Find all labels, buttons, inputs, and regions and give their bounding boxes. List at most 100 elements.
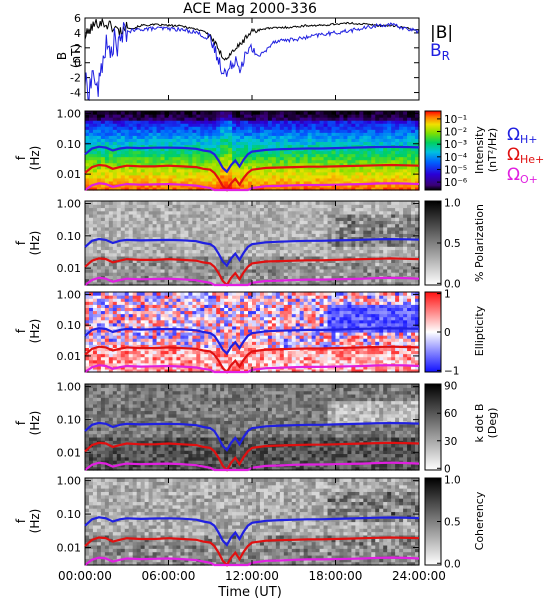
spectrogram-cell — [395, 153, 400, 158]
spectrogram-cell — [168, 275, 174, 280]
spectrogram-cell — [248, 111, 253, 115]
spectrogram-cell — [144, 341, 150, 345]
spectrogram-cell — [104, 239, 110, 244]
spectrogram-cell — [415, 165, 420, 170]
spectrogram-cell — [92, 159, 98, 164]
spectrogram-cell — [220, 213, 225, 218]
spectrogram-cell — [85, 335, 90, 339]
spectrogram-cell — [85, 156, 90, 161]
spectrogram-cell — [128, 186, 134, 191]
spectrogram-cell — [120, 249, 126, 254]
spectrogram-cell — [88, 310, 94, 315]
spectrogram-cell — [383, 126, 388, 130]
spectrogram-cell — [279, 135, 285, 139]
spectrogram-cell — [152, 162, 158, 167]
spectrogram-cell — [120, 319, 126, 324]
spectrogram-cell — [391, 268, 396, 273]
spectrogram-cell — [255, 147, 261, 152]
spectrogram-cell — [124, 328, 130, 333]
spectrogram-cell — [240, 162, 245, 167]
spectrogram-cell — [124, 233, 130, 238]
spectrogram-cell — [359, 268, 364, 273]
spectrogram-cell — [387, 265, 392, 270]
spectrogram-cell — [116, 338, 122, 342]
spectrogram-cell — [200, 186, 205, 191]
spectrogram-cell — [407, 156, 412, 161]
spectrogram-cell — [307, 268, 313, 273]
spectrogram-cell — [136, 275, 142, 280]
spectrogram-cell — [204, 265, 209, 270]
spectrogram-cell — [343, 129, 349, 133]
spectrogram-cell — [85, 275, 90, 280]
spectrogram-cell — [152, 249, 158, 254]
spectrogram-cell — [88, 341, 94, 345]
spectrogram-cell — [399, 123, 404, 127]
spectrogram-cell — [148, 316, 154, 321]
spectrogram-cell — [156, 281, 162, 286]
spectrogram-cell — [136, 141, 142, 146]
spectrogram-cell — [311, 210, 317, 215]
spectrogram-cell — [367, 262, 372, 267]
spectrogram-cell — [415, 239, 420, 244]
spectrogram-cell — [331, 132, 337, 136]
spectrogram-cell — [132, 204, 138, 209]
spectrogram-cell — [152, 275, 158, 280]
spectrogram-cell — [88, 135, 94, 139]
spectrogram-cell — [208, 207, 213, 212]
spectrogram-cell — [128, 144, 134, 149]
spectrogram-cell — [172, 204, 178, 209]
spectrogram-cell — [112, 249, 118, 254]
spectrogram-cell — [112, 180, 118, 185]
spectrogram-cell — [407, 239, 412, 244]
spectrogram-cell — [112, 174, 118, 179]
spectrogram-cell — [208, 147, 213, 152]
spectrogram-cell — [255, 259, 261, 263]
spectrogram-cell — [85, 328, 90, 333]
spectrogram-cell — [323, 220, 329, 225]
spectrogram-cell — [347, 226, 353, 231]
spectrogram-cell — [327, 132, 333, 136]
spectrogram-cell — [108, 368, 114, 373]
spectrogram-cell — [244, 135, 249, 139]
spectrogram-cell — [259, 162, 265, 167]
spectrogram-cell — [232, 144, 237, 149]
spectrogram-cell — [228, 281, 233, 286]
freq-tick-label: 0.10 — [57, 138, 82, 151]
spectrogram-cell — [120, 226, 126, 231]
bfield-ylabel-2: (nT) — [69, 44, 83, 68]
spectrogram-cell — [259, 186, 265, 191]
spectrogram-cell — [224, 171, 229, 176]
spectrogram-cell — [168, 239, 174, 244]
spectrogram-cell — [351, 217, 356, 221]
spectrogram-cell — [124, 138, 130, 142]
spectrogram-cell — [339, 114, 345, 118]
spectrogram-cell — [287, 201, 293, 205]
spectrogram-cell — [252, 236, 257, 241]
spectrogram-cell — [331, 135, 337, 139]
spectrogram-cell — [259, 239, 265, 244]
spectrogram-cell — [411, 111, 416, 115]
spectrogram-cell — [124, 168, 130, 173]
spectrogram-cell — [148, 304, 154, 308]
spectrogram-cell — [180, 150, 186, 155]
spectrogram-cell — [192, 272, 197, 276]
spectrogram-cell — [116, 207, 122, 212]
spectrogram-cell — [327, 162, 333, 167]
spectrogram-cell — [128, 362, 134, 367]
spectrogram-cell — [232, 268, 237, 273]
spectrogram-cell — [152, 316, 158, 321]
spectrogram-cell — [271, 117, 277, 121]
gyro-line-o — [84, 182, 420, 192]
spectrogram-cell — [220, 135, 225, 139]
spectrogram-cell — [156, 307, 162, 312]
spectrogram-cell — [112, 186, 118, 191]
spectrogram-cell — [88, 304, 94, 308]
spectrogram-cell — [116, 265, 122, 270]
spectrogram-cell — [152, 332, 158, 336]
spectrogram-cell — [371, 132, 376, 136]
spectrogram-cell — [315, 180, 321, 185]
spectrogram-cell — [216, 255, 221, 260]
spectrogram-cell — [156, 341, 162, 345]
spectrogram-cell — [252, 132, 257, 136]
spectrogram-cell — [152, 220, 158, 225]
